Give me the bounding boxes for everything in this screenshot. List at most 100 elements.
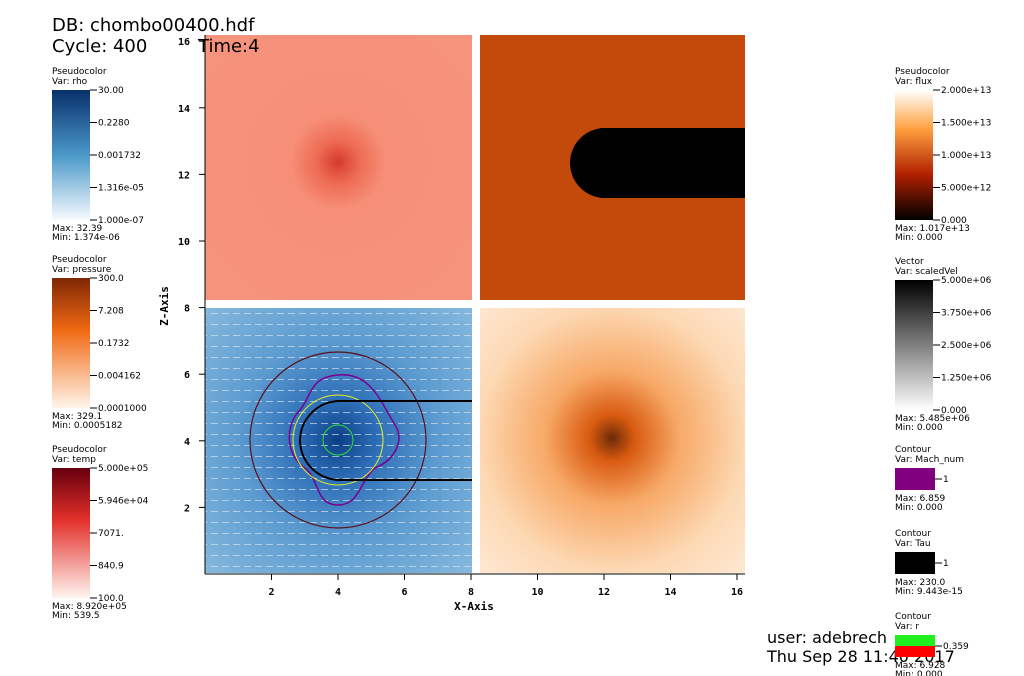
legend-var: Var: rho: [52, 77, 88, 87]
bar-label: 1.000e+13: [941, 151, 991, 161]
bar-label: 3.750e+06: [941, 309, 992, 319]
legend-max: Max: 8.920e+05: [52, 602, 127, 612]
legend-var: Var: r: [895, 622, 919, 632]
legend-min: Min: 0.000: [895, 233, 943, 243]
x-tick-label: 10: [531, 587, 543, 598]
axes: X-Axis Z-Axis: [158, 35, 745, 613]
x-axis-label: X-Axis: [454, 600, 494, 613]
legend-min: Min: 0.0005182: [52, 421, 123, 431]
legend-kind: Vector: [895, 257, 924, 267]
y-axis-label: Z-Axis: [158, 286, 171, 326]
legend-max: Max: 329.1: [52, 412, 102, 422]
legend-kind: Contour: [895, 445, 931, 455]
x-tick-label: 14: [664, 587, 676, 598]
legend-min: Min: 1.374e-06: [52, 233, 120, 243]
db-name: DB: chombo00400.hdf: [52, 15, 255, 36]
contour-swatch: [895, 646, 935, 657]
x-tick-label: 16: [731, 587, 743, 598]
contour-swatch: [895, 468, 935, 490]
user: user: adebrech: [767, 628, 887, 647]
legend-min: Min: 0.000: [895, 423, 943, 433]
cycle: Cycle: 400: [52, 36, 147, 57]
temp-image: [480, 308, 745, 573]
bar-label: 0.359: [943, 642, 969, 652]
bar-label: 5.000e+05: [98, 464, 148, 474]
bar-label: 2.500e+06: [941, 341, 992, 351]
contour-tau: [299, 400, 472, 481]
bar-label: 5.946e+04: [98, 497, 149, 507]
legend-kind: Pseudocolor: [52, 255, 107, 265]
legend-kind: Pseudocolor: [52, 445, 107, 455]
bar-label: 7.208: [98, 307, 124, 317]
bar-label: 30.00: [98, 86, 124, 96]
legend-var: Var: pressure: [52, 265, 112, 275]
rho-image: [205, 35, 472, 300]
y-tick-label: 16: [178, 37, 190, 48]
legend-kind: Pseudocolor: [52, 67, 107, 77]
legend-kind: Contour: [895, 612, 931, 622]
contour-r: [322, 424, 354, 456]
bar-label: 7071.: [98, 529, 124, 539]
legend-max: Max: 6.859: [895, 494, 946, 504]
legend-kind: Pseudocolor: [895, 67, 950, 77]
contour-mach: [288, 374, 400, 506]
x-tick-label: 2: [268, 587, 274, 598]
contour-swatch: [895, 552, 935, 574]
y-tick-label: 10: [178, 237, 190, 248]
bar-label: 0.004162: [98, 372, 141, 382]
color-bar: [52, 468, 90, 598]
legend-max: Max: 32.39: [52, 224, 103, 234]
bar-label: 5.000e+06: [941, 276, 992, 286]
legend-min: Min: 9.443e-15: [895, 587, 963, 597]
legend-min: Min: 0.000: [895, 670, 943, 676]
legend-max: Max: 5.485e+06: [895, 414, 970, 424]
bar-label: 1: [943, 475, 949, 485]
bar-label: 100.0: [98, 594, 124, 604]
time: Time:4: [197, 36, 260, 57]
legend-min: Min: 0.000: [895, 503, 943, 513]
bar-label: 1: [943, 559, 949, 569]
x-tick-label: 12: [598, 587, 610, 598]
bar-label: 2.000e+13: [941, 86, 991, 96]
color-bar: [895, 280, 933, 410]
bar-label: 1.316e-05: [98, 184, 144, 194]
bar-label: 5.000e+12: [941, 184, 991, 194]
color-bar: [52, 278, 90, 408]
color-bar: [52, 90, 90, 220]
bar-label: 300.0: [98, 274, 124, 284]
y-tick-label: 2: [184, 503, 190, 514]
plot-images: [205, 35, 745, 573]
legend-max: Max: 6.928: [895, 661, 946, 671]
legend-var: Var: Tau: [895, 539, 931, 549]
legend-max: Max: 230.0: [895, 578, 946, 588]
contour-swatch: [895, 635, 935, 646]
legend-var: Var: scaledVel: [895, 267, 958, 277]
legend-var: Var: temp: [52, 455, 96, 465]
contour-r: [249, 351, 427, 529]
bar-label: 1.500e+13: [941, 119, 991, 129]
bar-label: 1.250e+06: [941, 374, 992, 384]
bar-label: 1.000e-07: [98, 216, 144, 226]
contour-r: [292, 394, 384, 486]
y-tick-label: 12: [178, 170, 190, 181]
x-tick-label: 6: [401, 587, 407, 598]
color-bar: [895, 90, 933, 220]
bar-label: 840.9: [98, 562, 124, 572]
x-tick-label: 8: [468, 587, 474, 598]
x-tick-label: 4: [335, 587, 341, 598]
bar-label: 0.2280: [98, 119, 130, 129]
y-tick-label: 8: [184, 304, 190, 315]
legend-max: Max: 1.017e+13: [895, 224, 970, 234]
velocity-vectors: [205, 308, 472, 573]
legend-min: Min: 539.5: [52, 611, 100, 621]
legend-var: Var: flux: [895, 77, 933, 87]
legend-var: Var: Mach_num: [895, 455, 964, 465]
bar-label: 0.000: [941, 406, 967, 416]
bar-label: 0.001732: [98, 151, 141, 161]
flux-shadow: [600, 128, 745, 198]
y-tick-label: 4: [184, 437, 190, 448]
bar-label: 0.0001000: [98, 404, 147, 414]
y-tick-label: 14: [178, 104, 190, 115]
legend-kind: Contour: [895, 529, 931, 539]
